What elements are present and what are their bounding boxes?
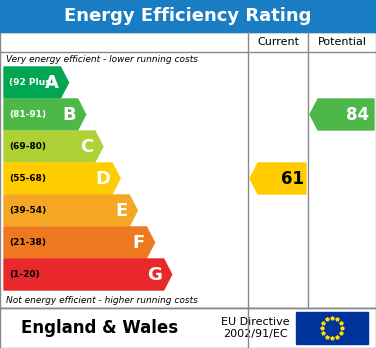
Polygon shape xyxy=(4,259,172,290)
Text: EU Directive: EU Directive xyxy=(221,317,289,327)
Polygon shape xyxy=(4,195,137,226)
Text: 84: 84 xyxy=(346,105,370,124)
Polygon shape xyxy=(4,163,120,194)
Text: Energy Efficiency Rating: Energy Efficiency Rating xyxy=(64,7,312,25)
Text: England & Wales: England & Wales xyxy=(21,319,179,337)
Text: (81-91): (81-91) xyxy=(9,110,46,119)
Text: C: C xyxy=(80,137,93,156)
Text: Very energy efficient - lower running costs: Very energy efficient - lower running co… xyxy=(6,55,198,64)
Polygon shape xyxy=(4,67,68,98)
Text: (21-38): (21-38) xyxy=(9,238,46,247)
Text: A: A xyxy=(45,73,59,92)
Text: (39-54): (39-54) xyxy=(9,206,46,215)
Text: (69-80): (69-80) xyxy=(9,142,46,151)
Text: D: D xyxy=(95,169,110,188)
Polygon shape xyxy=(4,227,155,258)
Polygon shape xyxy=(310,99,374,130)
Polygon shape xyxy=(4,131,103,162)
Bar xyxy=(0,0,376,32)
Bar xyxy=(0,308,376,348)
Text: B: B xyxy=(62,105,76,124)
Bar xyxy=(0,308,376,348)
Bar xyxy=(0,32,376,308)
Text: F: F xyxy=(132,234,144,252)
Text: (55-68): (55-68) xyxy=(9,174,46,183)
Text: (92 Plus): (92 Plus) xyxy=(9,78,55,87)
Polygon shape xyxy=(250,163,306,194)
Text: Potential: Potential xyxy=(317,37,367,47)
Text: (1-20): (1-20) xyxy=(9,270,39,279)
Text: G: G xyxy=(147,266,162,284)
Text: 61: 61 xyxy=(280,169,303,188)
Text: E: E xyxy=(115,201,127,220)
Polygon shape xyxy=(4,99,86,130)
Bar xyxy=(296,312,368,344)
Text: Current: Current xyxy=(257,37,299,47)
Text: 2002/91/EC: 2002/91/EC xyxy=(223,329,287,339)
Text: Not energy efficient - higher running costs: Not energy efficient - higher running co… xyxy=(6,296,198,305)
